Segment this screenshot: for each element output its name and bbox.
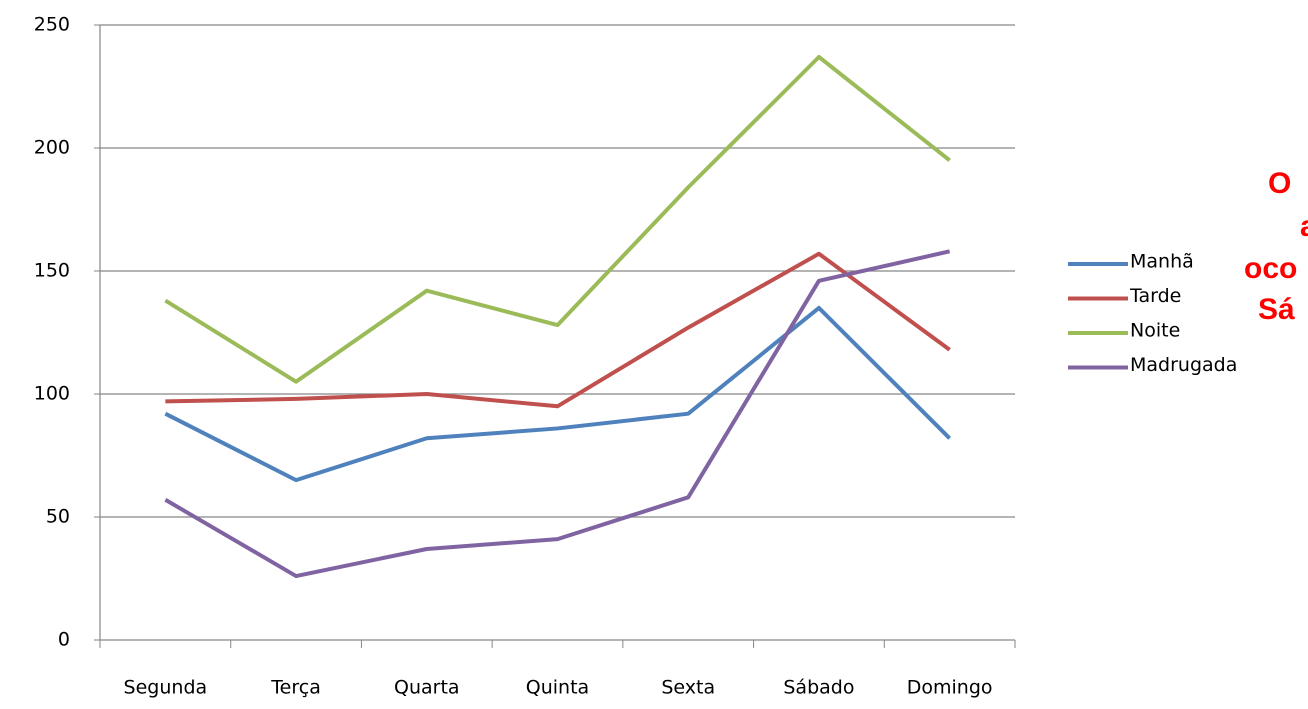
x-tick-label: Domingo <box>907 677 993 699</box>
x-tick-label: Segunda <box>124 677 208 699</box>
annotation: O <box>1268 167 1291 200</box>
legend-label: Noite <box>1130 320 1180 342</box>
annotation: Sá <box>1258 293 1295 326</box>
y-tick-label: 150 <box>34 260 70 282</box>
series-line <box>164 249 951 579</box>
series-line <box>164 54 951 384</box>
x-tick-label: Sexta <box>661 677 715 699</box>
x-tick-label: Terça <box>270 677 321 699</box>
x-tick-label: Sábado <box>783 677 854 699</box>
x-tick-label: Quinta <box>526 677 589 699</box>
y-tick-label: 50 <box>46 506 70 528</box>
legend-label: Madrugada <box>1130 354 1237 376</box>
series-line <box>164 305 952 483</box>
annotation: oco <box>1244 252 1297 285</box>
y-tick-label: 100 <box>34 383 70 405</box>
legend-label: Tarde <box>1129 285 1181 307</box>
x-tick-label: Quarta <box>394 677 460 699</box>
y-tick-label: 250 <box>34 14 70 36</box>
series-line <box>165 251 951 409</box>
legend-label: Manhã <box>1130 251 1194 273</box>
annotation: a <box>1300 210 1308 243</box>
y-tick-label: 0 <box>58 629 70 651</box>
y-tick-label: 200 <box>34 137 70 159</box>
